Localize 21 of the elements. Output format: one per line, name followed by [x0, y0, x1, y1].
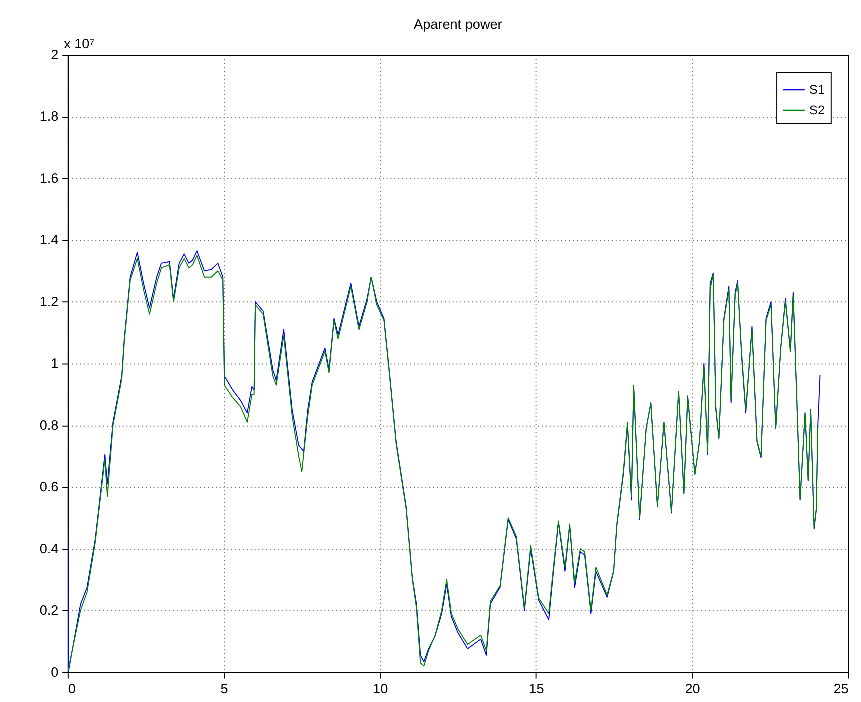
x-tick-label: 5: [220, 681, 228, 696]
y-tick-label: 0.8: [40, 418, 59, 433]
legend-label: S1: [810, 82, 825, 97]
y-tick-label: 1.8: [40, 109, 59, 124]
y-tick-label: 2: [51, 47, 59, 62]
x-tick-label: 25: [834, 681, 849, 696]
chart-title: Aparent power: [414, 16, 503, 32]
y-tick-label: 0.2: [40, 603, 59, 618]
y-tick-label: 0.4: [40, 541, 60, 556]
y-tick-label: 0: [51, 664, 60, 680]
y-tick-label: 1.4: [40, 232, 60, 248]
text: x 10⁷: [64, 36, 95, 52]
x-tick-label: 15: [529, 681, 544, 696]
legend-label: S2: [810, 103, 825, 118]
y-tick-label: 0.6: [40, 480, 59, 495]
x-tick-label: 0: [68, 681, 76, 696]
y-tick-label: 1: [51, 356, 59, 372]
x-tick-label: 10: [373, 681, 389, 696]
x-tick-label: 20: [685, 681, 701, 696]
y-tick-label: 1.6: [40, 170, 59, 186]
y-tick-label: 1.2: [40, 294, 59, 310]
